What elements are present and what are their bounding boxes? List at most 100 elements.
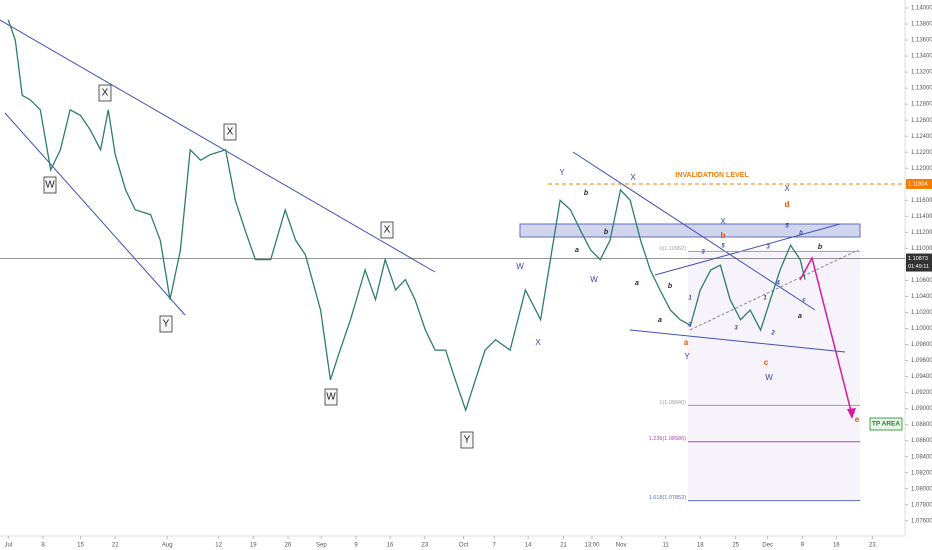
wave-label-box <box>159 315 173 333</box>
wave-label: c <box>764 358 769 367</box>
wave-label: W <box>326 392 336 403</box>
wave-label: b <box>668 283 673 290</box>
y-tick-label: 1.13800 <box>911 22 932 28</box>
y-tick-label: 1.11000 <box>911 246 932 252</box>
tp-label: TP AREA <box>872 421 900 428</box>
resistance-zone <box>519 223 861 238</box>
y-tick-label: 1.11600 <box>911 198 932 204</box>
wave-label: a <box>684 338 689 347</box>
countdown: 01:49:11 <box>908 264 929 270</box>
y-tick-label: 1.08800 <box>911 422 932 428</box>
fib-label: 1.236(1.08586) <box>649 436 686 442</box>
wave-label: a <box>658 317 662 324</box>
wave-label: 5 <box>721 244 725 250</box>
x-tick-label: 23 <box>869 543 876 549</box>
wave-label: d <box>785 200 790 209</box>
y-tick-label: 1.13400 <box>911 54 932 60</box>
trend-line <box>572 151 816 311</box>
x-tick-label: 16 <box>387 543 394 549</box>
wave-label: Y <box>559 168 565 177</box>
wave-label: b <box>818 244 823 251</box>
fib-label: 0(1.10962) <box>659 246 686 252</box>
x-tick-label: 12 <box>215 543 222 549</box>
y-tick-label: 1.12800 <box>911 102 932 108</box>
y-tick-label: 1.09800 <box>911 342 932 348</box>
invalidation-price: 1.11804 <box>908 181 927 187</box>
wave-label: X <box>535 338 541 347</box>
wave-label: a <box>575 247 579 254</box>
y-tick-label: 1.08200 <box>911 470 932 476</box>
fib-label: 1.618(1.07852) <box>649 495 686 501</box>
wave-label: 2 <box>770 331 775 337</box>
y-tick-label: 1.13600 <box>911 38 932 44</box>
x-tick-label: 7 <box>492 543 496 549</box>
wave-label: X <box>227 127 234 138</box>
wave-label: Y <box>684 352 690 361</box>
y-tick-label: 1.10600 <box>911 278 932 284</box>
trend-line <box>629 329 846 353</box>
trend-line <box>654 223 841 276</box>
x-tick-label: Aug <box>162 543 173 549</box>
arrow-head <box>847 408 856 419</box>
wave-label: a <box>798 313 802 320</box>
y-tick-label: 1.12200 <box>911 150 932 156</box>
projection-arrow <box>799 255 853 416</box>
wave-label: b <box>604 229 609 236</box>
y-tick-label: 1.11400 <box>911 214 932 220</box>
wave-label: X <box>384 225 391 236</box>
x-tick-label: Sep <box>316 543 327 549</box>
wave-label: 3 <box>734 326 738 332</box>
y-tick-label: 1.09000 <box>911 406 932 412</box>
y-tick-label: 1.10000 <box>911 326 932 332</box>
invalidation-label: INVALIDATION LEVEL <box>675 172 749 179</box>
x-tick-label: 13:00 <box>584 543 600 549</box>
y-tick-label: 1.08400 <box>911 454 932 460</box>
wave-label: W <box>45 180 55 191</box>
x-tick-label: 9 <box>801 543 805 549</box>
current-price: 1.10873 <box>908 256 928 262</box>
price-line <box>7 19 806 413</box>
wave-label-box <box>380 221 394 239</box>
x-tick-label: 18 <box>697 543 704 549</box>
x-tick-label: 8 <box>41 543 45 549</box>
wave-label: Y <box>163 319 170 330</box>
trend-line <box>4 112 186 316</box>
wave-label: X <box>720 217 726 226</box>
wave-label: X <box>630 173 636 182</box>
x-tick-label: Nov <box>616 543 627 549</box>
x-tick-label: 23 <box>421 543 428 549</box>
x-tick-label: 14 <box>525 543 532 549</box>
y-tick-label: 1.09600 <box>911 358 932 364</box>
trend-line <box>0 19 436 273</box>
wave-label: W <box>516 262 524 271</box>
y-tick-label: 1.14000 <box>911 6 932 12</box>
wave-label-box <box>98 84 112 102</box>
tp-box <box>869 417 903 431</box>
x-tick-label: 21 <box>560 543 567 549</box>
wave-label-box <box>460 431 474 449</box>
y-tick-label: 1.10200 <box>911 310 932 316</box>
wave-label: W <box>765 373 773 382</box>
y-tick-label: 1.07800 <box>911 502 932 508</box>
wave-label-box <box>324 388 338 406</box>
wave-label-box <box>223 123 237 141</box>
wave-label: 2 <box>687 323 692 329</box>
y-tick-label: 1.13000 <box>911 86 932 92</box>
x-tick-label: Dec <box>762 543 773 549</box>
y-tick-label: 1.10400 <box>911 294 932 300</box>
y-tick-label: 1.12000 <box>911 166 932 172</box>
wave-label: c <box>802 298 806 304</box>
fib-zone <box>688 251 860 501</box>
wave-label: 3 <box>766 245 770 251</box>
x-tick-label: 16 <box>833 543 840 549</box>
wave-label: b <box>721 231 726 240</box>
x-tick-label: 15 <box>77 543 84 549</box>
x-tick-label: Jul <box>4 543 12 549</box>
current-price-tag <box>906 253 932 272</box>
wave-label: b <box>584 190 589 197</box>
y-tick-label: 1.12600 <box>911 118 932 124</box>
y-tick-label: 1.12400 <box>911 134 932 140</box>
wave-label: W <box>590 275 598 284</box>
x-tick-label: 22 <box>112 543 119 549</box>
